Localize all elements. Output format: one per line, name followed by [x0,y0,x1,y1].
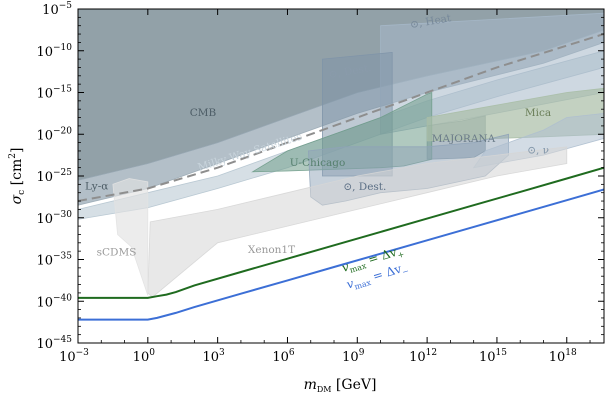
region-label-mica-5: Mica [525,107,551,119]
y-tick-label: 10−30 [36,210,72,227]
curve-dv-plus [78,166,604,299]
region-label-majorana-6: MAJORANA [432,133,496,145]
x-tick-label: 109 [342,348,365,365]
x-tick-label: 1018 [549,348,577,365]
y-tick-label: 10−35 [36,252,72,269]
y-axis-ticks: 10−5 10−10 10−15 10−20 10−25 10−30 10−35 10−40 1… [36,1,604,352]
exclusion-regions [78,9,604,298]
y-tick-label: 10−10 [36,43,72,60]
region-label-cmb-0: CMB [190,107,217,119]
x-tick-label: 10−3 [59,348,89,365]
region-label-dest-8: ⊙, Dest. [343,181,386,193]
x-axis-ticks: 10−3 100 103 106 109 1012 1015 1018 [59,9,591,365]
region-xenon1t-10 [147,146,568,298]
x-tick-label: 1015 [479,348,507,365]
sensitivity-curves [78,166,604,321]
y-tick-label: 10−5 [42,1,72,18]
curve-dv-minus [78,188,604,321]
x-tick-label: 100 [133,348,156,365]
x-tick-label: 1012 [409,348,437,365]
dashed-projection-line [78,33,604,202]
region-label-scdms-10: sCDMS [97,246,137,258]
region-label-u-chicago-7: U-Chicago [290,157,346,169]
region-label-xenon1t-11: Xenon1T [248,244,295,256]
x-tick-label: 103 [203,348,226,365]
y-axis-label: σc [cm2] [8,148,27,205]
curve-labels: vmax = Δv+vmax = Δv− [340,245,410,292]
region-label-region-9: ⊙, ν [527,144,549,156]
region-label-ly-1: Ly-α [85,180,108,192]
region-scdms-11 [112,178,149,296]
y-tick-label: 10−45 [36,335,72,352]
y-tick-label: 10−20 [36,126,72,143]
y-tick-label: 10−25 [36,168,72,185]
x-tick-label: 106 [272,348,295,365]
dashed-projection [78,33,604,202]
x-axis-label: mDM [GeV] [304,377,377,394]
y-tick-label: 10−15 [36,85,72,102]
y-tick-label: 10−40 [36,293,72,310]
